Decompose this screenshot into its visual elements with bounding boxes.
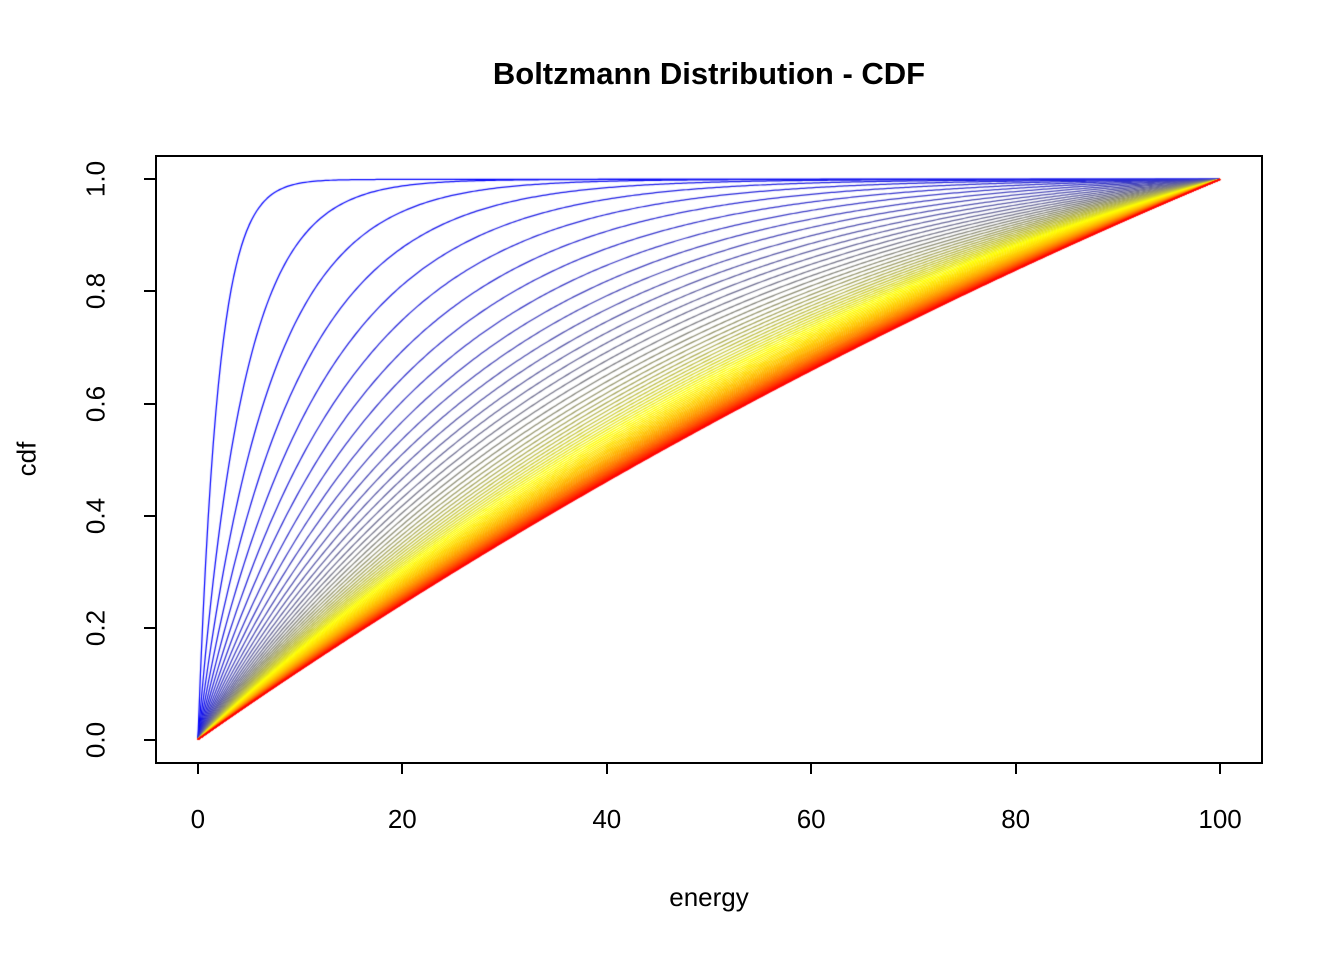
y-tick-label-0.8: 0.8 [80, 273, 111, 310]
x-axis-label: energy [669, 882, 749, 912]
y-tick-label-0.6: 0.6 [80, 385, 111, 422]
x-tick-label-40: 40 [592, 804, 622, 834]
y-axis-tick-0.6 [144, 402, 155, 405]
y-tick-label-1.0: 1.0 [80, 161, 111, 198]
x-tick-label-60: 60 [796, 804, 826, 834]
y-axis-tick-0.4 [144, 514, 155, 517]
cdf-curves-canvas [157, 157, 1261, 762]
x-tick-label-20: 20 [387, 804, 417, 834]
y-axis-tick-1.0 [144, 178, 155, 181]
plot-area [155, 155, 1263, 764]
x-axis-tick-20 [401, 764, 404, 774]
y-axis-tick-0.0 [144, 738, 155, 741]
y-axis-label: cdf [11, 441, 42, 477]
y-axis-tick-0.2 [144, 626, 155, 629]
x-tick-label-80: 80 [1001, 804, 1031, 834]
y-tick-label-0.0: 0.0 [80, 721, 111, 758]
x-axis-tick-60 [810, 764, 813, 774]
y-tick-label-0.4: 0.4 [80, 497, 111, 534]
x-tick-label-0: 0 [190, 804, 206, 834]
x-axis-tick-0 [196, 764, 199, 774]
x-tick-label-100: 100 [1198, 804, 1242, 834]
y-tick-label-0.2: 0.2 [80, 609, 111, 646]
x-axis-tick-80 [1014, 764, 1017, 774]
chart-title: Boltzmann Distribution - CDF [492, 56, 926, 91]
x-axis-tick-100 [1219, 764, 1222, 774]
y-axis-tick-0.8 [144, 290, 155, 293]
x-axis-tick-40 [605, 764, 608, 774]
